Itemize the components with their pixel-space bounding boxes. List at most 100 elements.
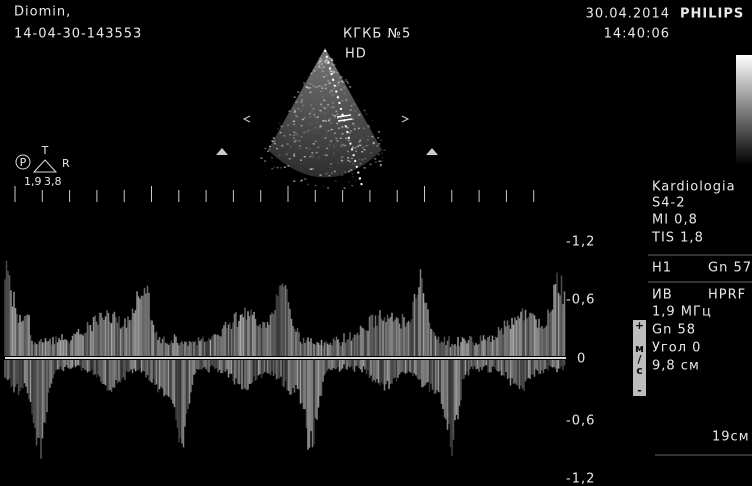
speckle [331, 173, 333, 175]
speckle [303, 82, 305, 84]
speckle [347, 157, 349, 159]
speckle [293, 108, 295, 110]
speckle [352, 176, 354, 178]
patient: Diomin, [14, 5, 71, 20]
scale-label: -1,2 [566, 472, 595, 486]
speckle [301, 102, 303, 104]
speckle [327, 104, 329, 106]
speckle [324, 72, 326, 74]
speckle [331, 107, 333, 109]
speckle [297, 91, 299, 93]
gray-bar [736, 55, 752, 165]
speckle [313, 143, 315, 145]
speckle [293, 138, 295, 140]
speckle [296, 101, 298, 103]
speckle [323, 76, 325, 78]
speckle [287, 124, 289, 126]
speckle [317, 147, 319, 149]
speckle [363, 128, 365, 130]
speckle [376, 145, 378, 147]
speckle [341, 160, 343, 162]
speckle [352, 163, 354, 165]
speckle [352, 123, 354, 125]
speckle [356, 99, 358, 101]
speckle [311, 115, 313, 117]
speckle [325, 137, 327, 139]
speckle [336, 123, 338, 125]
speckle [370, 152, 372, 154]
prf: HPRF [708, 288, 746, 303]
speckle [307, 162, 309, 164]
speckle [360, 163, 362, 165]
speckle [340, 117, 342, 119]
speckle [320, 86, 322, 88]
orientation-top: T [41, 144, 49, 157]
speckle [367, 139, 369, 141]
speckle [310, 79, 312, 81]
date: 30.04.2014 [586, 7, 670, 22]
speckle [304, 117, 306, 119]
speckle [337, 84, 339, 86]
speckle [321, 63, 323, 65]
speckle [325, 60, 327, 62]
speckle [333, 107, 335, 109]
speckle [341, 156, 343, 158]
speckle [315, 85, 317, 87]
mode-2d: H1 [652, 261, 672, 276]
speckle [379, 161, 381, 163]
speckle [303, 85, 305, 87]
speckle [323, 186, 325, 188]
time: 14:40:06 [604, 27, 670, 42]
speckle [326, 75, 328, 77]
speckle [366, 145, 368, 147]
scale-label: -0,6 [566, 414, 595, 429]
speckle [309, 156, 311, 158]
speckle [322, 79, 324, 81]
speckle [313, 108, 315, 110]
speckle [317, 117, 319, 119]
speckle [264, 148, 266, 150]
speckle [323, 69, 325, 71]
speckle [316, 86, 318, 88]
speckle [380, 160, 382, 162]
speckle [340, 138, 342, 140]
speckle [350, 169, 352, 171]
speckle [307, 130, 309, 132]
speckle [354, 125, 356, 127]
display: Diomin, 14-04-30-143553 КГКБ №5 30.04.20… [0, 0, 752, 486]
scale-label: -1,2 [566, 235, 595, 250]
speckle [315, 67, 317, 69]
speckle [294, 112, 296, 114]
speckle [293, 135, 295, 137]
speckle [322, 120, 324, 122]
speckle [364, 149, 366, 151]
speckle [320, 104, 322, 106]
speckle [329, 59, 331, 61]
speckle [325, 88, 327, 90]
speckle [327, 80, 329, 82]
speckle [351, 185, 353, 187]
speckle [359, 140, 361, 142]
speckle [378, 154, 380, 156]
speckle [333, 68, 335, 70]
speckle [357, 146, 359, 148]
speckle [303, 132, 305, 134]
speckle [327, 187, 329, 189]
speckle [304, 156, 306, 158]
speckle [333, 88, 335, 90]
speckle [329, 118, 331, 120]
speckle [325, 84, 327, 86]
speckle [296, 116, 298, 118]
speckle [319, 61, 321, 63]
speckle [267, 151, 269, 153]
speckle [350, 130, 352, 132]
speckle [370, 164, 372, 166]
speckle [297, 135, 299, 137]
speckle [336, 146, 338, 148]
speckle [294, 141, 296, 143]
speckle [301, 99, 303, 101]
speckle [309, 113, 311, 115]
gain-2d: Gn 57 [708, 261, 752, 276]
speckle [362, 147, 364, 149]
speckle [347, 151, 349, 153]
